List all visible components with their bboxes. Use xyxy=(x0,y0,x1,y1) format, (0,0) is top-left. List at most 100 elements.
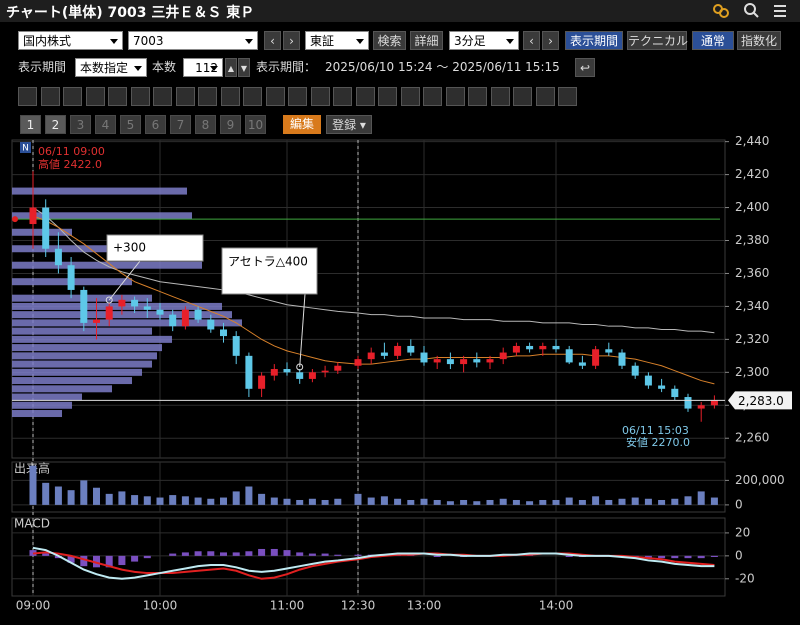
tool-icon[interactable] xyxy=(288,87,307,106)
next-button[interactable]: › xyxy=(283,31,300,50)
next-button[interactable]: › xyxy=(542,31,559,50)
candle-body xyxy=(258,375,266,389)
candle-body xyxy=(169,314,177,327)
tool-icon[interactable] xyxy=(378,87,397,106)
macd-histogram-bar xyxy=(80,555,88,567)
tool-icon[interactable] xyxy=(63,87,82,106)
period-button[interactable]: 表示期間 xyxy=(565,31,623,50)
page-tab[interactable]: 7 xyxy=(170,115,191,134)
macd-histogram-bar xyxy=(118,555,126,566)
macd-histogram-bar xyxy=(220,552,227,556)
volume-bar xyxy=(552,499,560,505)
tool-icon[interactable] xyxy=(198,87,217,106)
candle-body xyxy=(499,352,507,360)
refresh-button[interactable]: ↩ xyxy=(575,58,595,77)
tool-icon[interactable] xyxy=(85,87,105,106)
y-tick-label: 2,380 xyxy=(735,233,769,247)
macd-histogram-bar xyxy=(433,555,441,557)
tool-icon[interactable] xyxy=(400,87,420,106)
candle-body xyxy=(54,248,62,266)
page-tab[interactable]: 6 xyxy=(145,115,166,134)
tool-icon[interactable] xyxy=(220,87,240,106)
register-text: 登録 xyxy=(332,118,357,132)
candle-body xyxy=(512,345,520,353)
y-tick-label: 2,420 xyxy=(735,167,769,181)
volume-bar xyxy=(220,497,227,505)
x-tick-label: 14:00 xyxy=(539,599,574,613)
candle-body xyxy=(308,372,316,379)
volume-bar xyxy=(460,499,468,505)
tool-icon[interactable] xyxy=(153,87,172,106)
tool-icon[interactable] xyxy=(18,87,37,106)
prev-button[interactable]: ‹ xyxy=(264,31,281,50)
macd-line xyxy=(32,546,715,580)
volume-bar xyxy=(270,497,278,505)
normal-button[interactable]: 通常 xyxy=(692,31,734,50)
y-tick-label: -20 xyxy=(735,571,755,585)
tool-icon[interactable] xyxy=(243,87,262,106)
volume-bar xyxy=(380,496,388,505)
count-input[interactable]: 112 xyxy=(183,58,223,77)
tool-icon[interactable] xyxy=(310,87,330,106)
exchange-select[interactable]: 東証 xyxy=(305,31,369,50)
prev-button[interactable]: ‹ xyxy=(523,31,540,50)
edit-button[interactable]: 編集 xyxy=(283,115,321,134)
volume-bar xyxy=(684,496,692,505)
macd-histogram-bar xyxy=(710,555,718,557)
tool-icon[interactable] xyxy=(333,87,352,106)
candle-body xyxy=(473,359,481,363)
candle-body xyxy=(207,319,215,330)
page-tab[interactable]: 10 xyxy=(245,115,266,134)
volume-bar xyxy=(512,499,520,505)
code-input[interactable]: 7003 xyxy=(128,31,258,50)
search-button[interactable]: 検索 xyxy=(373,31,406,50)
mode-select[interactable]: 本数指定 xyxy=(75,58,147,77)
volume-bar xyxy=(321,499,329,505)
moving-average xyxy=(32,207,715,334)
current-price-label: 2,283.0 xyxy=(738,394,784,408)
market-select[interactable]: 国内株式 xyxy=(18,31,123,50)
volume-bar xyxy=(207,498,215,505)
tool-icon[interactable] xyxy=(355,87,375,106)
page-tab[interactable]: 5 xyxy=(120,115,141,134)
note-point xyxy=(296,363,304,371)
volume-bar xyxy=(245,486,253,505)
tool-icon[interactable] xyxy=(513,87,532,106)
page-tab[interactable]: 1 xyxy=(20,115,41,134)
macd-histogram-bar xyxy=(296,552,304,556)
spin-button[interactable]: ▲ xyxy=(225,58,237,77)
y-tick-label: 2,340 xyxy=(735,299,769,313)
spin-button[interactable]: ▼ xyxy=(238,58,250,77)
technical-button[interactable]: テクニカル xyxy=(627,31,688,50)
candle-body xyxy=(29,207,37,225)
volume-bar xyxy=(143,496,151,505)
volume-bar xyxy=(592,496,600,505)
register-button[interactable]: 登録 ▾ xyxy=(326,115,372,134)
tool-icon[interactable] xyxy=(445,87,465,106)
index-button[interactable]: 指数化 xyxy=(737,31,781,50)
tool-icon[interactable] xyxy=(468,87,487,106)
x-tick-label: 09:00 xyxy=(16,599,51,613)
tool-icon[interactable] xyxy=(423,87,442,106)
tool-icon[interactable] xyxy=(175,87,195,106)
macd-histogram-bar xyxy=(565,555,573,557)
page-tab[interactable]: 9 xyxy=(220,115,241,134)
tool-icon[interactable] xyxy=(558,87,577,106)
page-tab[interactable]: 8 xyxy=(195,115,216,134)
tool-icon[interactable] xyxy=(535,87,555,106)
candle-body xyxy=(671,388,679,398)
page-tab[interactable]: 3 xyxy=(70,115,91,134)
interval-select[interactable]: 3分足 xyxy=(449,31,519,50)
tool-icon[interactable] xyxy=(130,87,150,106)
detail-button[interactable]: 詳細 xyxy=(410,31,443,50)
tool-icon[interactable] xyxy=(40,87,60,106)
page-tab[interactable]: 2 xyxy=(45,115,66,134)
tool-icon[interactable] xyxy=(490,87,510,106)
tool-icon[interactable] xyxy=(108,87,127,106)
volume-bar xyxy=(118,491,126,505)
volume-bar xyxy=(631,497,639,505)
tool-icon[interactable] xyxy=(265,87,285,106)
page-tab[interactable]: 4 xyxy=(95,115,116,134)
